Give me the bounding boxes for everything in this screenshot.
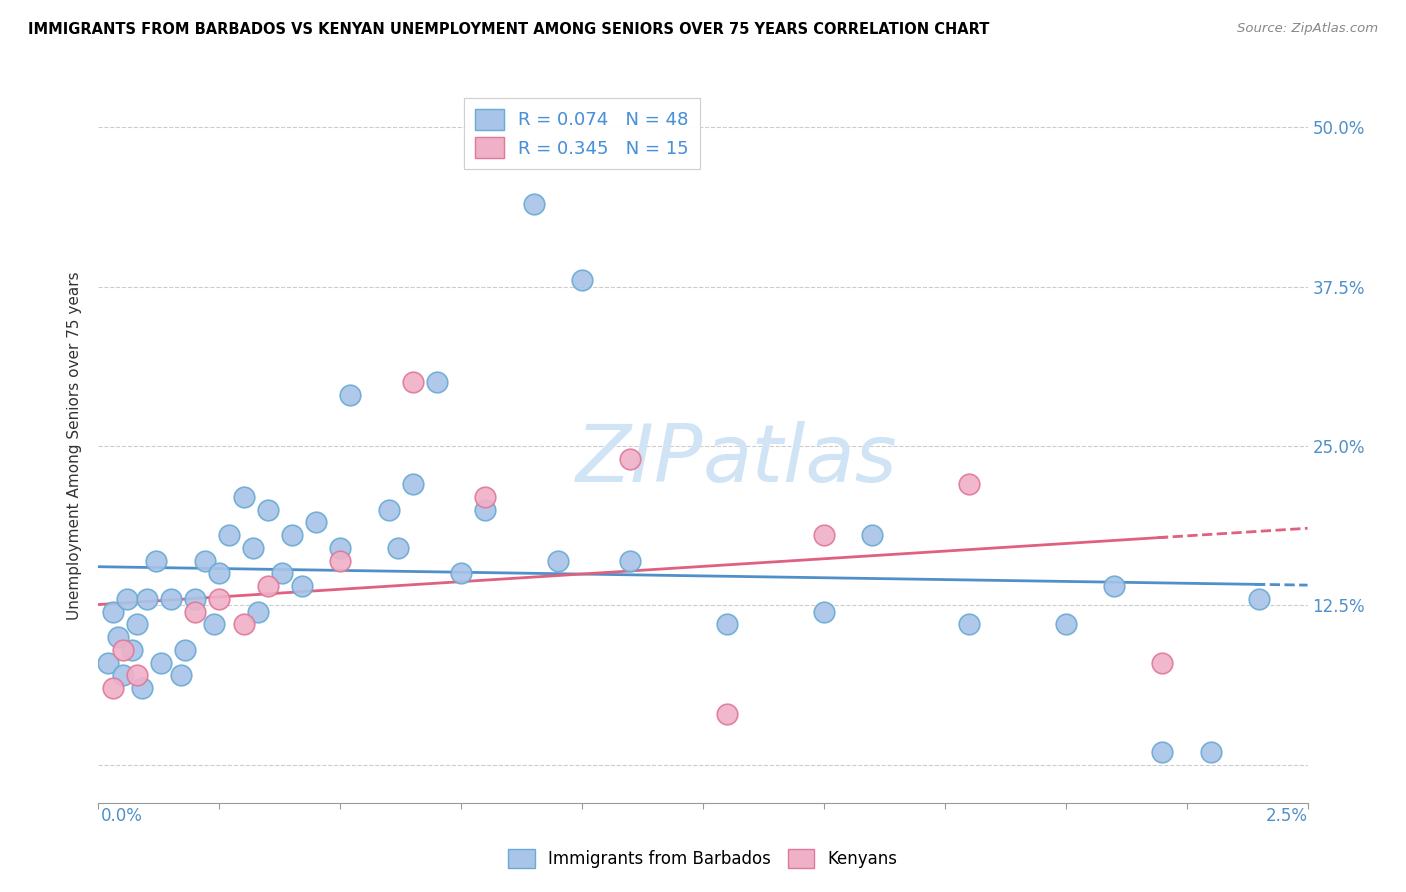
Point xyxy=(107,630,129,644)
Point xyxy=(174,643,197,657)
Legend: R = 0.074   N = 48, R = 0.345   N = 15: R = 0.074 N = 48, R = 0.345 N = 15 xyxy=(464,98,700,169)
Text: atlas: atlas xyxy=(703,421,898,500)
Point xyxy=(218,528,240,542)
Point xyxy=(957,477,980,491)
Point xyxy=(232,617,254,632)
Point xyxy=(111,643,134,657)
Point xyxy=(208,591,231,606)
Point xyxy=(184,591,207,606)
Point xyxy=(1199,745,1222,759)
Point xyxy=(474,490,496,504)
Point xyxy=(1152,745,1174,759)
Point xyxy=(281,528,304,542)
Point xyxy=(290,579,312,593)
Point xyxy=(474,502,496,516)
Point xyxy=(1249,591,1271,606)
Text: Source: ZipAtlas.com: Source: ZipAtlas.com xyxy=(1237,22,1378,36)
Point xyxy=(339,388,361,402)
Point xyxy=(101,605,124,619)
Point xyxy=(184,605,207,619)
Point xyxy=(127,617,149,632)
Point xyxy=(860,528,883,542)
Point xyxy=(160,591,183,606)
Point xyxy=(402,477,425,491)
Text: IMMIGRANTS FROM BARBADOS VS KENYAN UNEMPLOYMENT AMONG SENIORS OVER 75 YEARS CORR: IMMIGRANTS FROM BARBADOS VS KENYAN UNEMP… xyxy=(28,22,990,37)
Point xyxy=(305,516,328,530)
Point xyxy=(1102,579,1125,593)
Point xyxy=(329,541,352,555)
Point xyxy=(256,579,278,593)
Point xyxy=(426,376,449,390)
Point xyxy=(127,668,149,682)
Point xyxy=(145,554,167,568)
Point xyxy=(387,541,409,555)
Point xyxy=(1152,656,1174,670)
Text: 2.5%: 2.5% xyxy=(1265,807,1308,825)
Point xyxy=(208,566,231,581)
Point xyxy=(377,502,399,516)
Point xyxy=(150,656,173,670)
Point xyxy=(97,656,120,670)
Text: ZIP: ZIP xyxy=(575,421,703,500)
Point xyxy=(117,591,139,606)
Point xyxy=(957,617,980,632)
Point xyxy=(571,273,593,287)
Point xyxy=(194,554,217,568)
Point xyxy=(619,554,641,568)
Point xyxy=(402,376,425,390)
Point xyxy=(271,566,294,581)
Point xyxy=(716,706,738,721)
Point xyxy=(813,528,835,542)
Point xyxy=(135,591,157,606)
Point xyxy=(716,617,738,632)
Point xyxy=(169,668,191,682)
Legend: Immigrants from Barbados, Kenyans: Immigrants from Barbados, Kenyans xyxy=(502,842,904,875)
Point xyxy=(523,197,546,211)
Point xyxy=(256,502,278,516)
Point xyxy=(329,554,352,568)
Text: 0.0%: 0.0% xyxy=(101,807,143,825)
Point xyxy=(619,451,641,466)
Point xyxy=(101,681,124,695)
Point xyxy=(247,605,270,619)
Point xyxy=(111,668,134,682)
Point xyxy=(547,554,569,568)
Point xyxy=(131,681,153,695)
Point xyxy=(813,605,835,619)
Point xyxy=(232,490,254,504)
Point xyxy=(121,643,143,657)
Point xyxy=(242,541,264,555)
Point xyxy=(450,566,472,581)
Y-axis label: Unemployment Among Seniors over 75 years: Unemployment Among Seniors over 75 years xyxy=(67,272,83,620)
Point xyxy=(1054,617,1077,632)
Point xyxy=(204,617,226,632)
